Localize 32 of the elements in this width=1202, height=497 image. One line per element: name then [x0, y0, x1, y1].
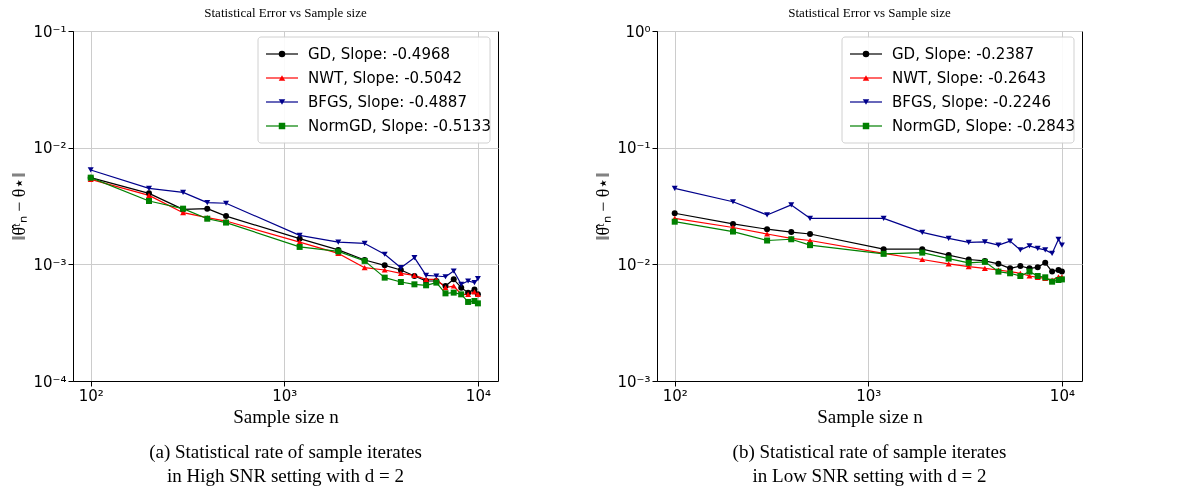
legend-label: BFGS, Slope: -0.2246 — [892, 93, 1051, 111]
chart-title: Statistical Error vs Sample size — [204, 5, 367, 20]
y-tick-label: 10⁻¹ — [33, 22, 67, 41]
x-tick-label: 10³ — [856, 386, 882, 405]
y-tick-label: 10⁻⁴ — [33, 372, 67, 391]
y-axis-title: ‖θ̂ᵗₙ − θ⋆‖ — [593, 172, 614, 241]
text: in High SNR setting with d = 2 — [166, 465, 405, 486]
y-tick-label: 10⁻³ — [33, 255, 67, 274]
text: (a) Statistical rate of sample iterates — [149, 441, 422, 463]
text: (b) Statistical rate of sample iterates — [732, 441, 1007, 463]
legend-label: GD, Slope: -0.2387 — [892, 45, 1035, 63]
y-tick-label: 10⁻¹ — [617, 139, 651, 158]
legend-label: NormGD, Slope: -0.5133 — [308, 117, 491, 135]
legend-label: GD, Slope: -0.4968 — [308, 45, 451, 63]
legend-label: NormGD, Slope: -0.2843 — [892, 117, 1075, 135]
text: in Low SNR setting with d = 2 — [752, 465, 987, 486]
x-axis-title: Sample size n — [817, 405, 924, 427]
y-tick-label: 10⁻³ — [617, 372, 651, 391]
x-axis-title: Sample size n — [233, 405, 340, 427]
y-tick-label: 10⁻² — [33, 139, 67, 158]
chart-title: Statistical Error vs Sample size — [788, 5, 951, 20]
x-tick-label: 10³ — [272, 386, 298, 405]
x-tick-label: 10⁴ — [1049, 386, 1075, 405]
x-tick-label: 10⁴ — [465, 386, 491, 405]
legend-label: NWT, Slope: -0.2643 — [892, 69, 1047, 87]
y-tick-label: 10⁻² — [617, 255, 651, 274]
x-tick-label: 10² — [662, 386, 688, 405]
x-tick-label: 10² — [78, 386, 104, 405]
y-axis-title: ‖θ̂ᵗₙ − θ⋆‖ — [9, 172, 30, 241]
legend-label: BFGS, Slope: -0.4887 — [308, 93, 467, 111]
legend-label: NWT, Slope: -0.5042 — [308, 69, 463, 87]
y-tick-label: 10⁰ — [625, 22, 651, 41]
